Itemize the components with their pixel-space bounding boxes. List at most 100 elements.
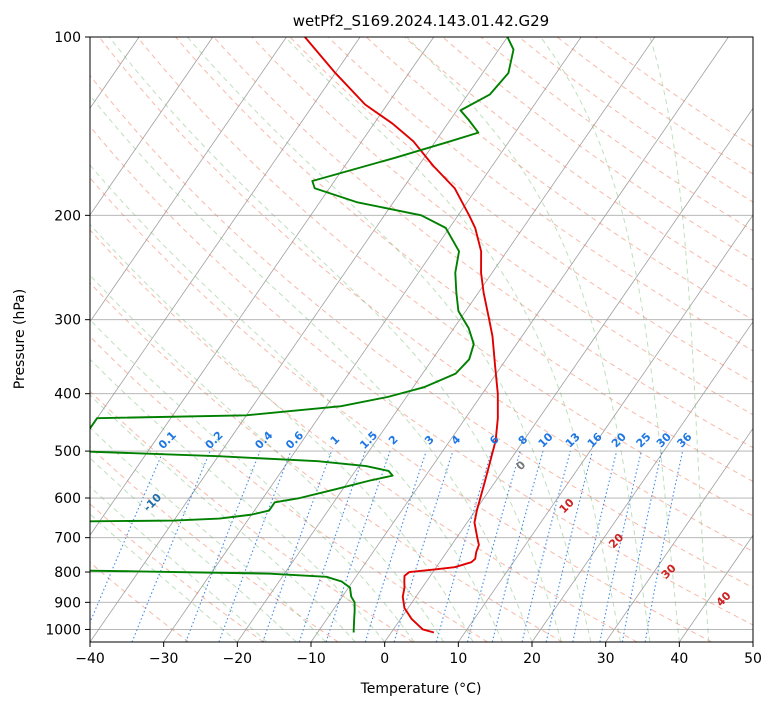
mixing-ratio-label: 0.4 (252, 429, 275, 452)
isotherm-line (0, 37, 65, 642)
dry-adiabat-line (90, 282, 563, 642)
isotherm-line (679, 534, 753, 642)
dry-adiabat-line (90, 503, 264, 642)
y-tick-label: 100 (54, 30, 81, 46)
pressure-grid (90, 37, 753, 630)
moist-adiabat-line (90, 513, 238, 642)
background-lines (0, 37, 753, 642)
line-labels: -100.1 0.2 0.4 0.6 1 1.5 2 3 4 6 8 10 13 16 20 25 30 3601… (141, 429, 734, 610)
isotherm-line (605, 427, 753, 642)
dry-adiabat-line (289, 37, 753, 383)
mixing-ratio-label: 0.6 (283, 429, 306, 452)
profiles (90, 37, 515, 634)
mixing-ratio-label: 30 (654, 430, 674, 450)
dry-adiabat-line (90, 74, 753, 589)
moist-adiabat-label: 0 (514, 458, 529, 473)
mixing-ratio-label: 36 (675, 430, 695, 450)
moist-adiabat-line (540, 37, 680, 642)
mixing-ratio-label: 13 (563, 430, 583, 450)
mixing-ratio-line (621, 450, 663, 642)
isotherm-line (458, 214, 753, 642)
moist-adiabat-label: 20 (606, 531, 626, 551)
y-tick-label: 200 (54, 208, 81, 224)
moist-adiabat-line (649, 37, 710, 642)
mixing-ratio-label: 8 (516, 433, 531, 448)
moist-adiabat-line (406, 37, 651, 642)
y-tick-label: 400 (54, 387, 81, 403)
mixing-ratio-label: 0.1 (156, 429, 179, 452)
dry-adiabat-line (137, 37, 753, 517)
dry-adiabat-line (90, 446, 339, 642)
isotherm-line (752, 641, 753, 642)
dry-adiabat-line (90, 335, 488, 642)
moist-adiabat-line (186, 37, 592, 642)
dry-adiabat-line (90, 390, 414, 642)
x-tick-label: 10 (449, 651, 467, 667)
mixing-ratio-label: 20 (609, 430, 629, 450)
isotherm-line (90, 37, 435, 536)
x-axis-label: Temperature (°C) (360, 681, 482, 697)
moist-adiabat-line (90, 358, 386, 642)
mixing-ratio-label: 0.2 (203, 429, 226, 452)
dry-adiabat-line (404, 37, 753, 291)
mixing-ratio-line (521, 450, 571, 642)
moist-adiabat-line (90, 457, 297, 642)
moist-adiabat-line (108, 37, 562, 642)
dry-adiabat-line (556, 37, 753, 175)
y-tick-label: 500 (54, 444, 81, 460)
moist-adiabat-line (90, 274, 445, 642)
x-axis: −40 −30 −20 −10 0 10 20 30 40 50 (75, 642, 762, 667)
dry-adiabat-line (90, 229, 638, 642)
moist-adiabat-label: 10 (557, 496, 577, 516)
mixing-ratio-line (599, 450, 642, 642)
mixing-ratio-label: 4 (449, 433, 464, 448)
dewpoint-profile (90, 37, 515, 633)
mixing-ratio-line (393, 450, 454, 642)
x-tick-label: −20 (223, 651, 253, 667)
isotherm-line (90, 37, 214, 216)
y-axis-label: Pressure (hPa) (12, 289, 28, 389)
moist-adiabat-line (90, 394, 356, 642)
moist-adiabat-label: 40 (714, 589, 734, 609)
x-tick-label: 30 (597, 651, 615, 667)
x-tick-label: −40 (75, 651, 105, 667)
mixing-ratio-line (218, 450, 292, 642)
isotherm-line (163, 37, 582, 642)
x-tick-label: −10 (296, 651, 326, 667)
dry-adiabat-line (98, 37, 753, 552)
mixing-ratio-line (491, 450, 544, 642)
dry-adiabat-line (366, 37, 753, 321)
y-tick-label: 900 (54, 595, 81, 611)
mixing-ratio-label: 25 (634, 430, 654, 450)
moist-adiabat-label: 30 (659, 561, 679, 581)
y-axis: 100 200 300 400 500 600 700 800 900 1000 (45, 30, 90, 638)
mixing-ratio-line (131, 450, 211, 642)
dry-adiabat-line (213, 37, 753, 449)
dry-adiabat-line (90, 561, 190, 642)
y-tick-label: 700 (54, 531, 81, 547)
mixing-ratio-line (185, 450, 261, 642)
mixing-ratio-line (298, 450, 366, 642)
mixing-ratio-line (325, 450, 391, 642)
x-tick-label: 0 (380, 651, 389, 667)
mixing-ratio-line (435, 450, 493, 642)
isotherm-line (90, 37, 508, 642)
moist-adiabat-line (90, 94, 533, 642)
isotherm-line (384, 107, 753, 642)
dry-adiabat-line (327, 37, 753, 352)
moist-adiabat-line (90, 319, 415, 642)
dry-adiabat-line (480, 37, 753, 232)
mixing-ratio-label: 1 (328, 433, 343, 448)
moist-adiabat-line (90, 223, 474, 642)
isotherm-line (90, 37, 287, 323)
x-tick-label: 40 (670, 651, 688, 667)
x-tick-label: 20 (523, 651, 541, 667)
dry-adiabat-line (518, 37, 753, 203)
moist-adiabat-line (90, 164, 503, 642)
moist-adiabat-line (90, 486, 268, 642)
dry-adiabat-line (90, 177, 712, 642)
plot-frame (89, 36, 754, 643)
y-tick-label: 1000 (45, 622, 81, 638)
y-tick-label: 800 (54, 565, 81, 581)
